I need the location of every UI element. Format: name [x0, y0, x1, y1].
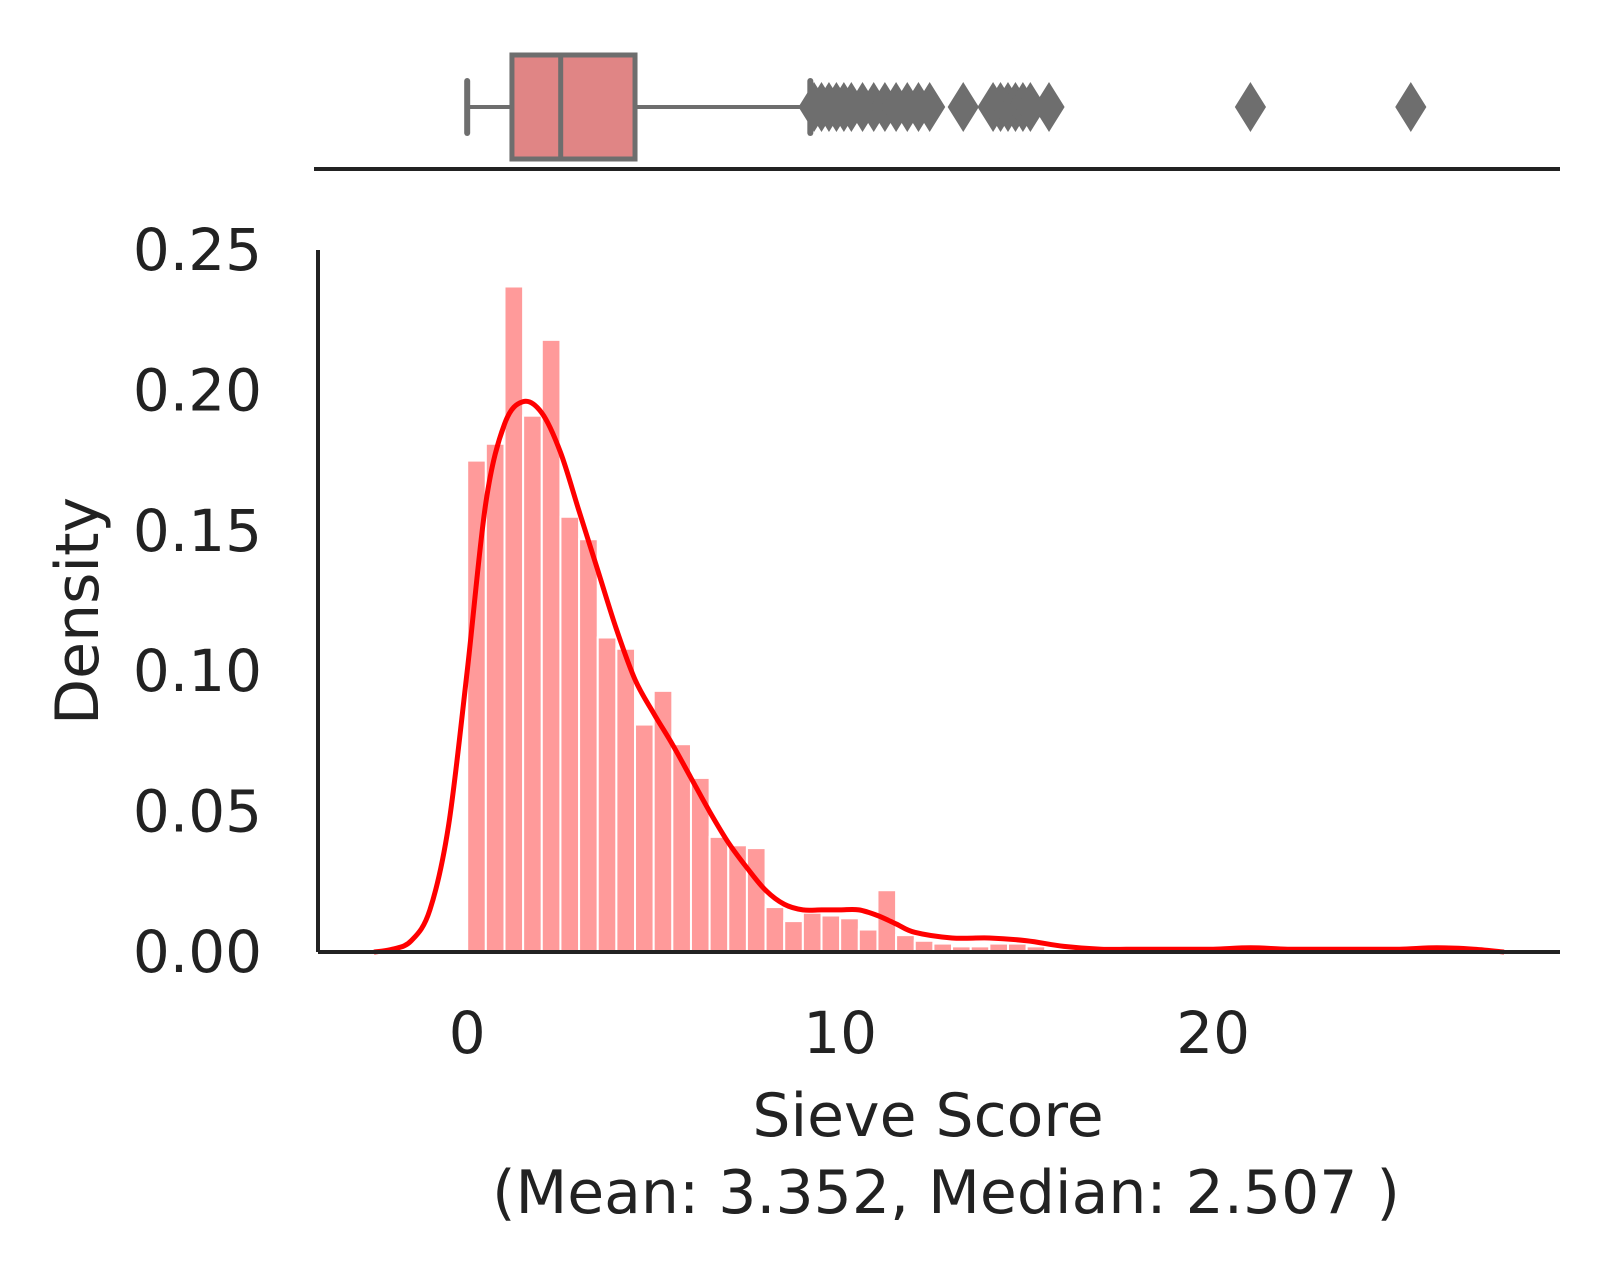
histogram-bar-1	[484, 442, 506, 953]
histogram-bar-3	[522, 414, 543, 953]
histogram-bar-21	[857, 928, 879, 954]
boxplot-outlier	[1033, 82, 1065, 132]
histogram-bar-7	[596, 636, 618, 954]
histogram-bar-17	[783, 920, 804, 953]
y-tick-label: 0.10	[133, 637, 262, 705]
y-tick-label: 0.15	[133, 497, 262, 565]
y-tick-label: 0.00	[133, 918, 262, 986]
x-tick-label: 10	[803, 999, 877, 1067]
histogram-bar-5	[559, 515, 581, 953]
histogram-bar-13	[708, 835, 730, 954]
kde-curve	[373, 398, 1505, 955]
histogram-bar-15	[745, 847, 767, 953]
y-axis-title: Density	[43, 497, 113, 725]
histogram-bars	[466, 285, 1065, 954]
boxplot-outlier	[947, 82, 979, 132]
histogram-bar-8	[615, 647, 637, 954]
x-tick-labels: 0 10 20	[449, 999, 1250, 1067]
y-tick-label: 0.25	[133, 216, 262, 284]
histogram-bar-20	[839, 917, 860, 954]
histogram-bar-6	[578, 538, 599, 953]
histogram-bar-16	[764, 906, 786, 954]
boxplot-outlier	[1395, 82, 1427, 132]
histogram-bar-23	[895, 934, 916, 953]
y-tick-label: 0.05	[133, 778, 262, 846]
x-axis-stats: (Mean: 3.352, Median: 2.507 )	[492, 1158, 1400, 1228]
histogram-bar-19	[820, 914, 842, 953]
histogram-panel: 0.00 0.05 0.10 0.15 0.20 0.25 0 10 20 Density S…	[43, 216, 1560, 1228]
boxplot-outliers	[798, 82, 1427, 132]
x-axis-title: Sieve Score	[752, 1081, 1103, 1151]
y-tick-labels: 0.00 0.05 0.10 0.15 0.20 0.25	[133, 216, 262, 986]
y-tick-label: 0.20	[133, 356, 262, 424]
histogram-bar-2	[503, 285, 525, 953]
x-tick-label: 0	[449, 999, 486, 1067]
x-tick-label: 20	[1176, 999, 1250, 1067]
boxplot-panel	[314, 52, 1560, 171]
boxplot-outlier	[1234, 82, 1267, 132]
histogram-bar-9	[634, 723, 655, 953]
boxplot-iqr-box	[509, 52, 638, 162]
boxplot-outlier	[914, 82, 946, 132]
histogram-bar-18	[801, 911, 823, 953]
